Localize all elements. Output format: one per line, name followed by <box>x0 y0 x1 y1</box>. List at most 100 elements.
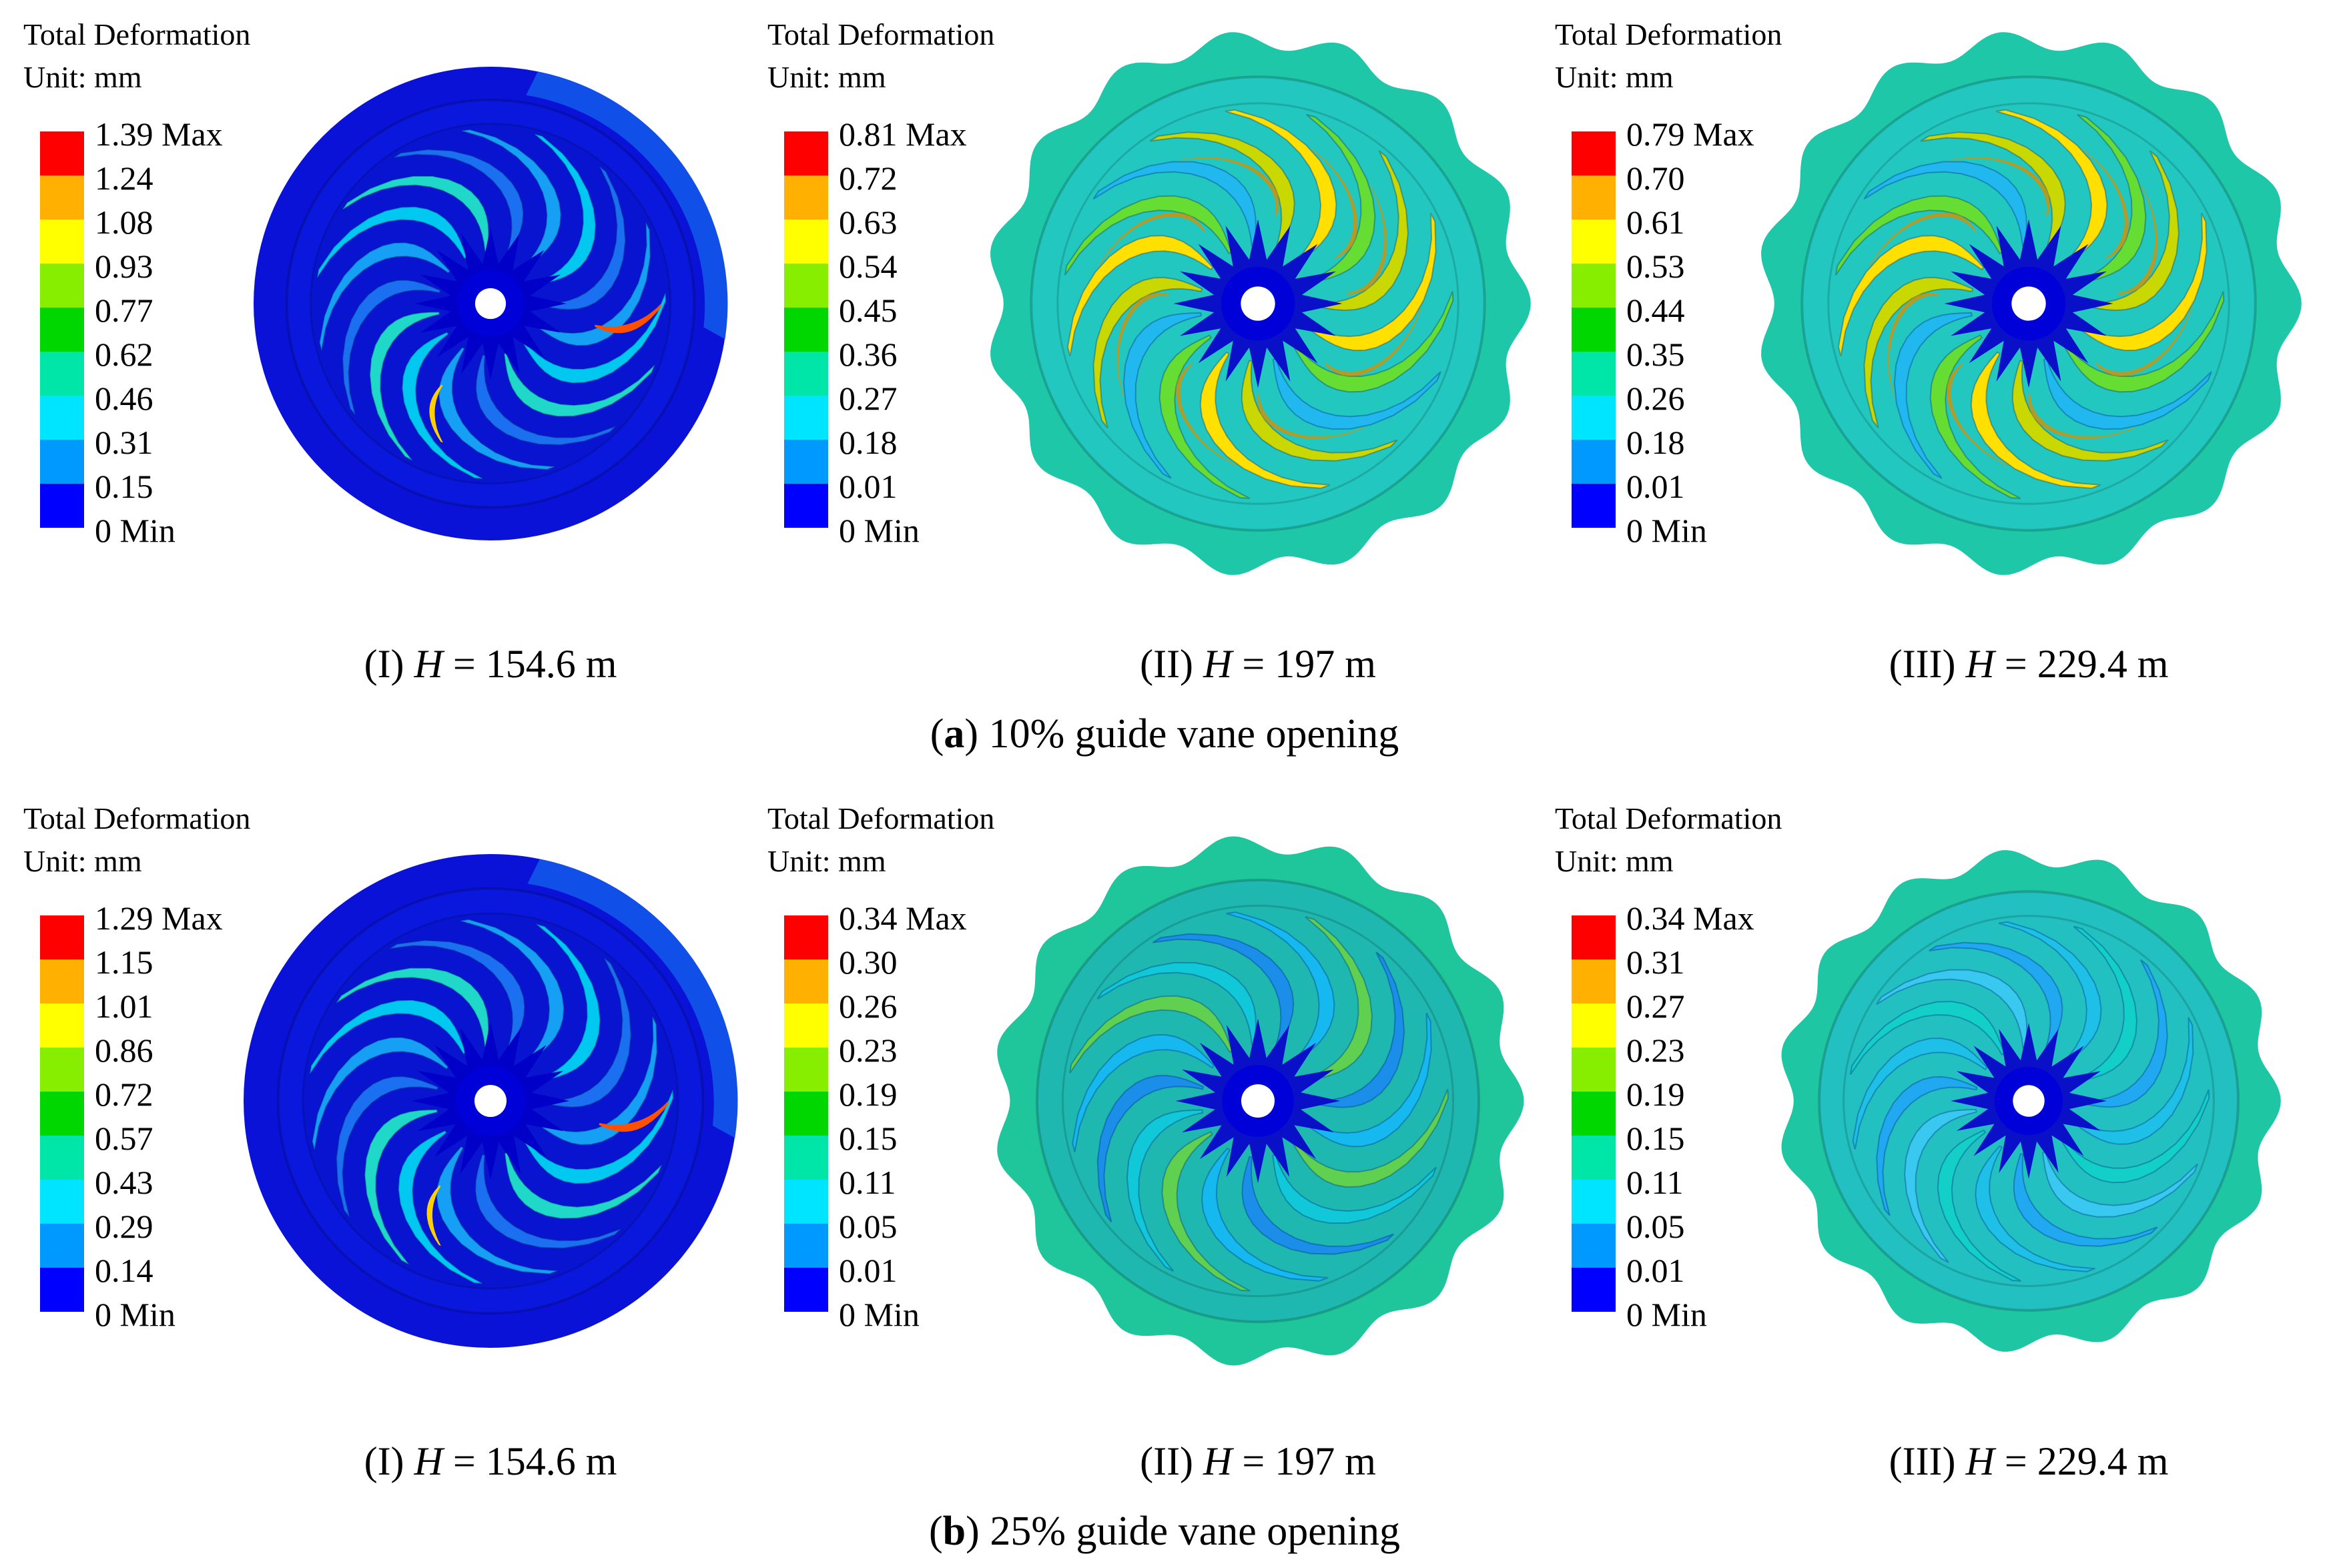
panel-roman: (III) <box>1889 642 1956 686</box>
legend-unit: Unit: mm <box>767 60 886 94</box>
legend-label: 0.34 Max <box>1626 899 1754 937</box>
legend-label: 0.23 <box>1626 1032 1685 1069</box>
contour-panel-b-2: Total Deformation Unit: mm 0.34 Max 0.30 0.2… <box>761 797 1535 1398</box>
legend-label: 0.11 <box>1626 1164 1684 1201</box>
row-caption: (a) 10% guide vane opening <box>930 711 1399 757</box>
legend-label: 0.01 <box>1626 468 1685 505</box>
head-symbol: H <box>1203 1439 1233 1483</box>
legend-swatch <box>1572 131 1616 175</box>
legend-unit: Unit: mm <box>1555 844 1674 878</box>
legend-label: 0.63 <box>839 204 898 241</box>
legend-label: 0 Min <box>1626 512 1707 549</box>
legend-label: 0.93 <box>95 248 153 285</box>
panel-roman: (II) <box>1140 1439 1194 1483</box>
contour-panel-a-3: Total Deformation Unit: mm 0.79 Max 0.70 0.6… <box>1555 13 2329 614</box>
contour-panel-b-1: Total Deformation Unit: mm 1.29 Max 1.15 1.0… <box>13 797 787 1398</box>
legend-label: 0.86 <box>95 1032 153 1069</box>
legend-swatch <box>40 308 84 352</box>
legend-label: 1.01 <box>95 988 153 1025</box>
legend-label: 0.27 <box>839 380 898 417</box>
legend-swatch <box>784 440 828 484</box>
head-symbol: H <box>414 1439 443 1483</box>
legend-label: 0.01 <box>1626 1252 1685 1289</box>
legend-swatch <box>784 131 828 175</box>
legend-label: 0.44 <box>1626 292 1685 329</box>
head-value: = 154.6 m <box>452 642 617 686</box>
legend-label: 0.05 <box>839 1208 898 1245</box>
legend-swatch <box>1572 308 1616 352</box>
legend-label: 0.57 <box>95 1120 153 1157</box>
legend-label: 1.08 <box>95 204 153 241</box>
head-value: = 229.4 m <box>2004 1439 2169 1483</box>
contour-panel-a-2: Total Deformation Unit: mm 0.81 Max 0.72 0.6… <box>761 13 1535 614</box>
runner-deformation-contour <box>254 67 728 540</box>
panel-roman: (II) <box>1140 642 1194 686</box>
legend-label: 0.01 <box>839 1252 898 1289</box>
head-value: = 197 m <box>1242 1439 1376 1483</box>
panel-caption: (III) H = 229.4 m <box>1828 637 2229 691</box>
legend-title: Total Deformation <box>767 801 995 835</box>
legend-label: 0.34 Max <box>839 899 967 937</box>
legend-label: 0.11 <box>839 1164 896 1201</box>
legend-swatch <box>1572 484 1616 528</box>
legend-label: 0.15 <box>1626 1120 1685 1157</box>
legend-label: 0 Min <box>839 512 920 549</box>
legend-swatch <box>1572 440 1616 484</box>
panel-roman: (I) <box>364 642 404 686</box>
row-letter: a <box>944 711 965 757</box>
legend-swatch <box>1572 396 1616 440</box>
legend-swatch <box>784 1048 828 1092</box>
legend-label: 0.72 <box>95 1076 153 1113</box>
legend-label: 0.31 <box>95 424 153 461</box>
legend-label: 0.43 <box>95 1164 153 1201</box>
legend-label: 0.46 <box>95 380 153 417</box>
legend-label: 0.70 <box>1626 159 1685 197</box>
legend-swatch <box>1572 1048 1616 1092</box>
legend-swatch <box>1572 959 1616 1004</box>
legend-swatch <box>1572 264 1616 308</box>
legend-swatch <box>1572 220 1616 264</box>
legend-label: 0.18 <box>1626 424 1685 461</box>
legend-swatch <box>784 1224 828 1268</box>
legend-swatch <box>784 1004 828 1048</box>
legend-swatch <box>1572 1092 1616 1136</box>
panel-caption: (III) H = 229.4 m <box>1828 1435 2229 1488</box>
legend-swatch <box>40 915 84 959</box>
legend-label: 0.61 <box>1626 204 1685 241</box>
legend-label: 0.81 Max <box>839 115 967 153</box>
legend-swatch <box>40 1268 84 1312</box>
legend-swatch <box>784 352 828 396</box>
legend-unit: Unit: mm <box>23 60 142 94</box>
legend-label: 0 Min <box>839 1296 920 1333</box>
legend-swatch <box>784 1136 828 1180</box>
legend-swatch <box>40 396 84 440</box>
head-value: = 229.4 m <box>2004 642 2169 686</box>
legend-swatch <box>784 1268 828 1312</box>
head-value: = 197 m <box>1242 642 1376 686</box>
legend-swatch <box>40 440 84 484</box>
legend-swatch <box>40 484 84 528</box>
runner-deformation-contour <box>990 32 1531 575</box>
panel-roman: (I) <box>364 1439 404 1483</box>
legend-swatch <box>40 131 84 175</box>
legend-swatch <box>1572 1224 1616 1268</box>
head-symbol: H <box>1965 642 1995 686</box>
legend-label: 0.30 <box>839 943 898 981</box>
legend-title: Total Deformation <box>767 17 995 51</box>
legend-label: 0.26 <box>1626 380 1685 417</box>
legend-swatch <box>784 1180 828 1224</box>
panel-caption: (II) H = 197 m <box>1058 1435 1458 1488</box>
legend-swatch <box>784 1092 828 1136</box>
legend-title: Total Deformation <box>23 801 251 835</box>
row-caption-text: 10% guide vane opening <box>988 711 1399 757</box>
legend-swatch <box>40 264 84 308</box>
legend-label: 0.05 <box>1626 1208 1685 1245</box>
legend-label: 0.31 <box>1626 943 1685 981</box>
legend-label: 0.18 <box>839 424 898 461</box>
legend-swatch <box>784 220 828 264</box>
legend-swatch <box>40 1224 84 1268</box>
legend-swatch <box>784 175 828 220</box>
legend-swatch <box>784 396 828 440</box>
legend-title: Total Deformation <box>1555 17 1782 51</box>
legend-label: 0.53 <box>1626 248 1685 285</box>
